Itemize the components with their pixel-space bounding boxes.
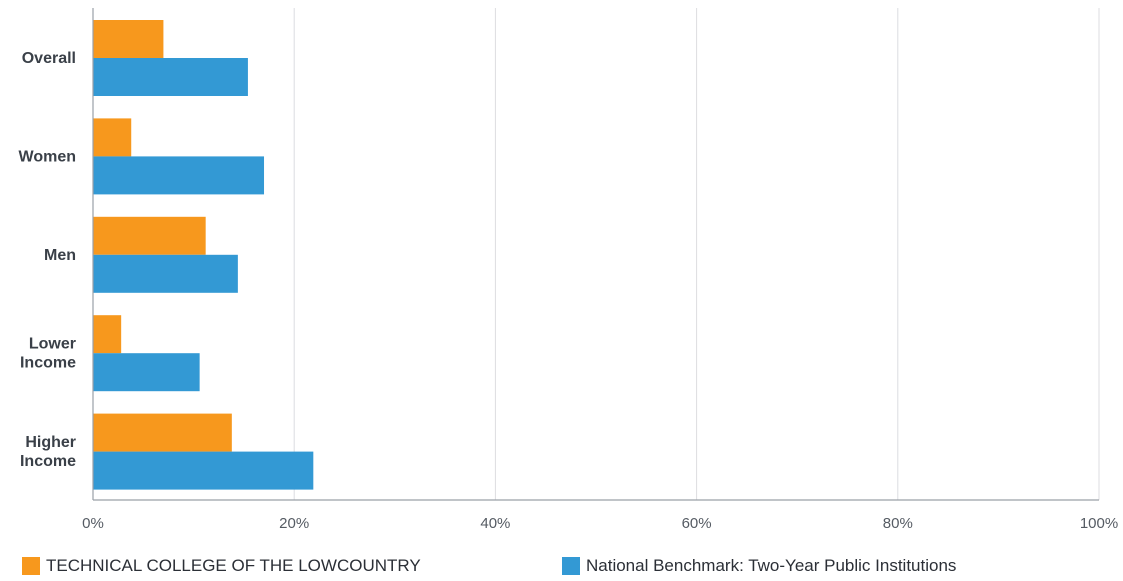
legend-swatch-series-2 [562,557,580,575]
legend-swatch-series-1 [22,557,40,575]
x-tick-label-3: 60% [682,515,712,532]
bar-higher-income-series-1[interactable] [93,413,232,452]
bars [93,20,314,490]
bar-women-series-1[interactable] [93,118,132,157]
category-label-overall: Overall [22,50,76,67]
x-tick-labels: 0% 20% 40% 60% 80% 100% [82,515,1118,532]
legend-label-series-1: TECHNICAL COLLEGE OF THE LOWCOUNTRY [46,556,421,575]
bar-overall-series-2[interactable] [93,58,248,96]
x-tick-label-2: 40% [480,515,510,532]
gridlines [293,8,1100,500]
x-tick-label-1: 20% [279,515,309,532]
legend-item-series-2[interactable]: National Benchmark: Two-Year Public Inst… [562,556,956,576]
bar-lower-income-series-1[interactable] [93,315,122,354]
x-tick-label-0: 0% [82,515,104,532]
bar-overall-series-1[interactable] [93,20,164,58]
x-tick-label-4: 80% [883,515,913,532]
bar-lower-income-series-2[interactable] [93,353,200,392]
x-tick-label-5: 100% [1080,515,1118,532]
legend-item-series-1[interactable]: TECHNICAL COLLEGE OF THE LOWCOUNTRY [22,556,421,576]
bar-higher-income-series-2[interactable] [93,451,314,490]
legend: TECHNICAL COLLEGE OF THE LOWCOUNTRY Nati… [0,556,1123,578]
category-label-higher-income: Higher Income [20,434,76,470]
bar-women-series-2[interactable] [93,156,265,195]
category-labels: Overall Women Men Lower Income Higher Income [19,50,77,470]
category-label-men: Men [44,247,76,264]
bar-men-series-1[interactable] [93,216,206,255]
axes [92,8,1099,501]
bar-men-series-2[interactable] [93,254,238,293]
category-label-lower-income: Lower Income [20,336,76,372]
legend-label-series-2: National Benchmark: Two-Year Public Inst… [586,556,957,575]
category-label-women: Women [19,148,76,165]
